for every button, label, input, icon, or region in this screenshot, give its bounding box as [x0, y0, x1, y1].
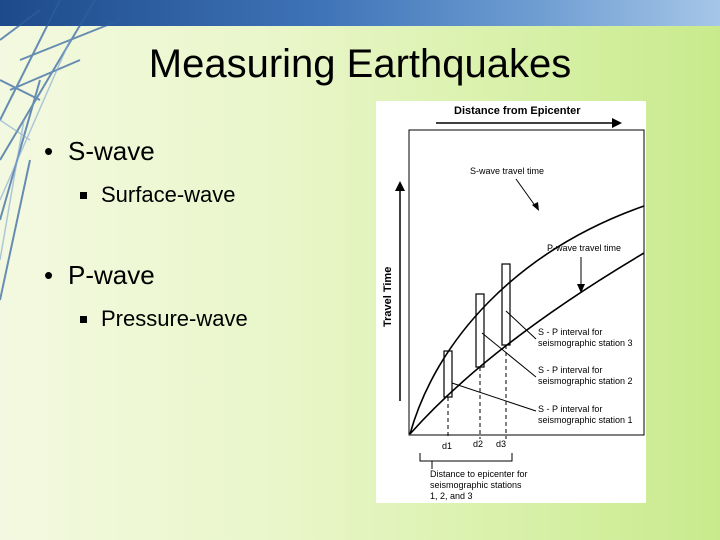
d2-label: d2 — [473, 439, 483, 449]
sub-bullet-item: Surface-wave — [80, 180, 364, 210]
interval-label-1b: seismographic station 1 — [538, 415, 633, 425]
plot-frame — [408, 129, 645, 436]
square-bullet-icon — [80, 315, 87, 323]
interval-label-2b: seismographic station 2 — [538, 376, 633, 386]
interval-box-station-1 — [443, 350, 453, 398]
square-bullet-icon — [80, 191, 87, 199]
s-curve-label: S-wave travel time — [470, 166, 544, 176]
bullet-dot-icon: • — [44, 135, 54, 166]
bullet-dot-icon: • — [44, 259, 54, 290]
interval-3-pointer — [505, 310, 537, 340]
travel-time-arrow-head-icon — [395, 181, 405, 191]
travel-time-diagram: Distance from Epicenter Travel Time S-wa… — [376, 101, 646, 503]
distance-bracket — [419, 453, 513, 462]
bullet-list: • S-wave Surface-wave • P-wave Pressure-… — [44, 132, 364, 334]
p-curve-label: P-wave travel time — [547, 243, 621, 253]
distance-arrow-head-icon — [612, 118, 622, 128]
p-pointer-head-icon — [577, 284, 585, 293]
bullet-text: P-wave — [68, 259, 155, 290]
interval-label-3b: seismographic station 3 — [538, 338, 633, 348]
slide-title: Measuring Earthquakes — [148, 42, 572, 86]
sub-bullet-text: Surface-wave — [101, 182, 236, 207]
bottom-note-line-1: Distance to epicenter for — [430, 469, 528, 479]
s-pointer-head-icon — [532, 202, 539, 211]
header-band — [0, 0, 720, 26]
s-wave-curve — [409, 205, 645, 435]
bottom-note-line-2: seismographic stations — [430, 480, 522, 490]
interval-box-station-3 — [501, 263, 511, 346]
s-label-pointer — [515, 178, 537, 208]
p-wave-curve — [409, 252, 645, 435]
bottom-note-line-3: 1, 2, and 3 — [430, 491, 473, 501]
interval-label-2a: S - P interval for — [538, 365, 602, 375]
interval-1-pointer — [451, 382, 537, 412]
interval-label-3a: S - P interval for — [538, 327, 602, 337]
bullet-item: • S-wave — [44, 132, 364, 170]
interval-2-pointer — [481, 332, 537, 378]
top-axis-label: Distance from Epicenter — [454, 105, 581, 117]
sub-bullet-item: Pressure-wave — [80, 304, 364, 334]
d1-label: d1 — [442, 441, 452, 451]
interval-box-station-2 — [475, 293, 485, 368]
d3-label: d3 — [496, 439, 506, 449]
bullet-item: • P-wave — [44, 256, 364, 294]
y-axis-label: Travel Time — [382, 267, 394, 327]
bullet-text: S-wave — [68, 135, 155, 166]
sub-bullet-text: Pressure-wave — [101, 306, 248, 331]
interval-label-1a: S - P interval for — [538, 404, 602, 414]
